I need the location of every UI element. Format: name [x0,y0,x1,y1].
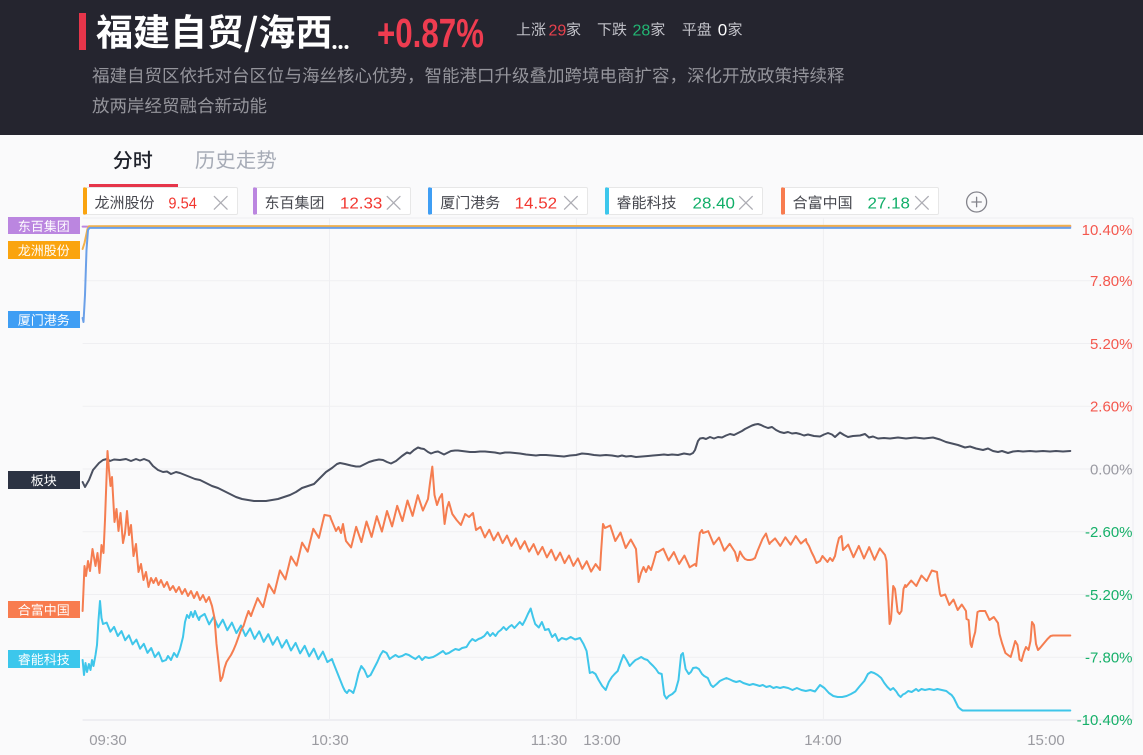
svg-text:11:30: 11:30 [531,732,567,749]
svg-text:12.33: 12.33 [340,195,383,212]
svg-text:14.52: 14.52 [515,195,558,212]
svg-text:27.18: 27.18 [868,195,911,212]
svg-text:10.40%: 10.40% [1082,222,1133,239]
svg-text:29: 29 [549,23,567,40]
svg-text:28: 28 [633,23,651,40]
svg-text:9.54: 9.54 [168,195,197,212]
svg-text:5.20%: 5.20% [1090,336,1133,353]
svg-text:-2.60%: -2.60% [1085,524,1133,541]
svg-text:28.40: 28.40 [693,195,736,212]
svg-text:14:00: 14:00 [804,732,842,749]
svg-text:13:00: 13:00 [583,732,621,749]
svg-text:0.00%: 0.00% [1090,461,1133,478]
svg-text:10:30: 10:30 [311,732,349,749]
svg-text:2.60%: 2.60% [1090,399,1133,416]
svg-text:0: 0 [718,21,727,40]
svg-text:-7.80%: -7.80% [1085,650,1133,667]
svg-text:+0.87%: +0.87% [377,10,484,56]
svg-text:-10.40%: -10.40% [1077,712,1133,729]
svg-text:09:30: 09:30 [89,732,127,749]
svg-text:-5.20%: -5.20% [1085,587,1133,604]
svg-text:15:00: 15:00 [1027,732,1065,749]
svg-text:7.80%: 7.80% [1090,273,1133,290]
